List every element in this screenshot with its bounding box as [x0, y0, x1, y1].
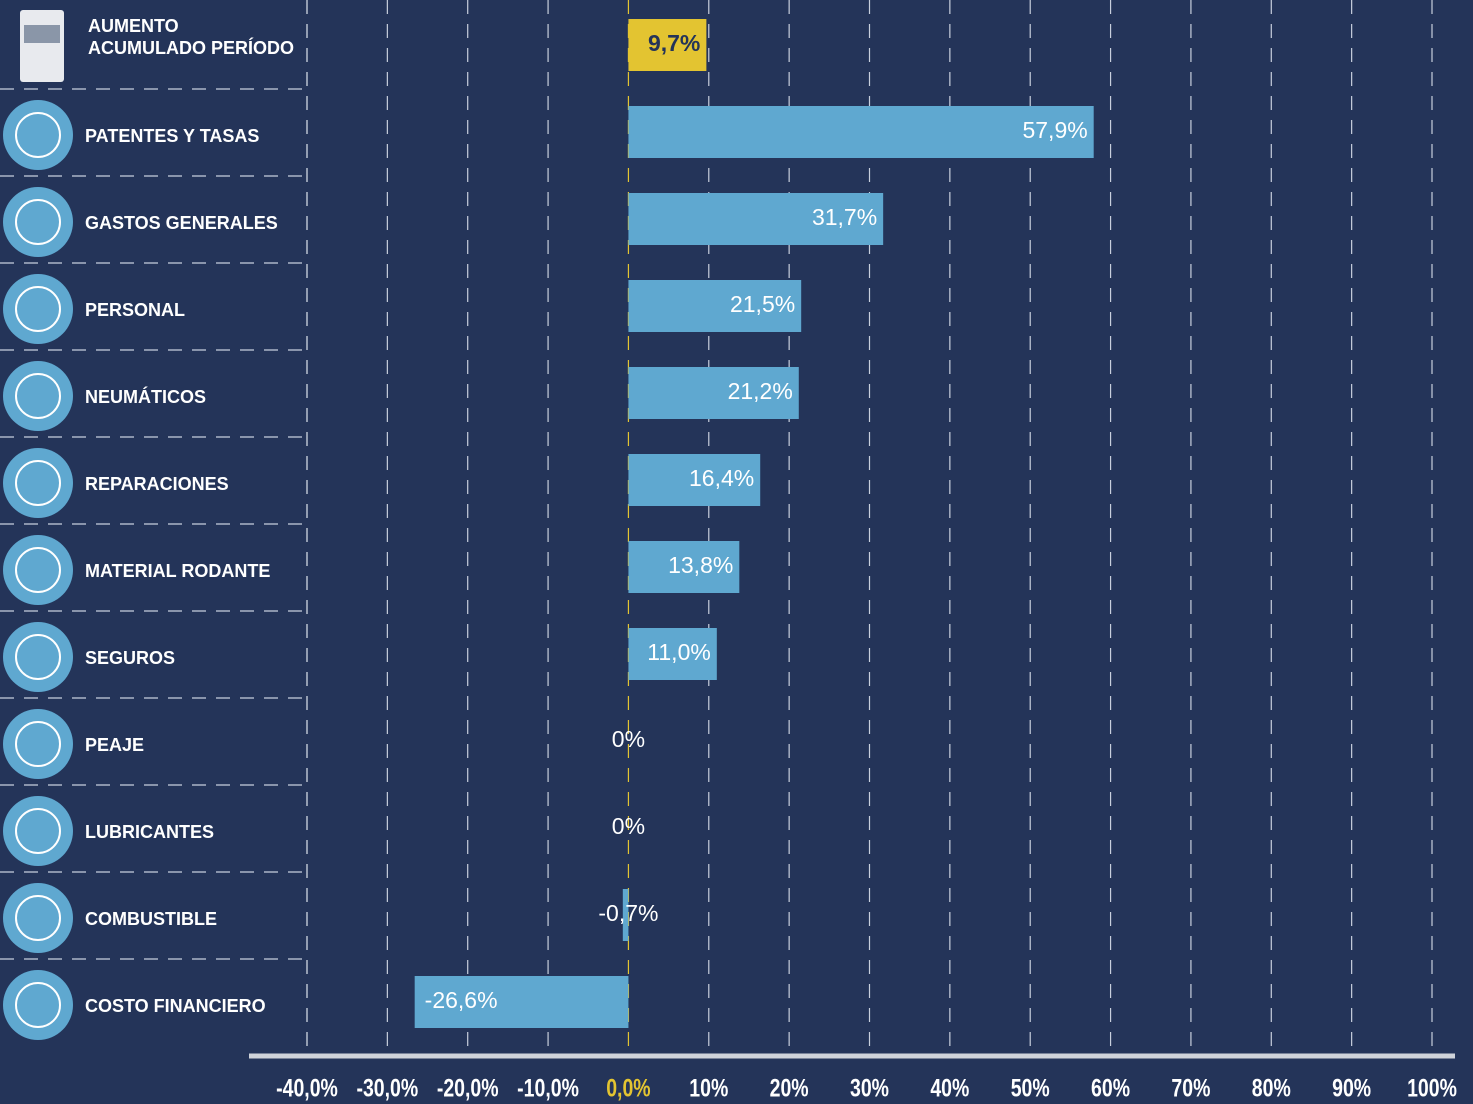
value-label: 21,2%	[728, 378, 793, 404]
category-icon	[3, 796, 73, 866]
category-label: COSTO FINANCIERO	[85, 996, 266, 1016]
icon-ring	[15, 286, 61, 332]
x-tick-label: 30%	[850, 1074, 889, 1102]
x-tick-label: 90%	[1332, 1074, 1371, 1102]
value-label: 0%	[612, 726, 645, 752]
category-label: PATENTES Y TASAS	[85, 126, 259, 146]
category-label: LUBRICANTES	[85, 822, 214, 842]
category-label: REPARACIONES	[85, 474, 229, 494]
category-icon	[3, 883, 73, 953]
x-tick-label: 10%	[689, 1074, 728, 1102]
category-label: MATERIAL RODANTE	[85, 561, 270, 581]
icon-ring	[15, 460, 61, 506]
bar	[628, 280, 802, 332]
bar	[628, 454, 761, 506]
category-label: AUMENTO ACUMULADO PERÍODO	[88, 16, 294, 58]
category-label: SEGUROS	[85, 648, 175, 668]
bar	[628, 367, 799, 419]
x-tick-label: 80%	[1252, 1074, 1291, 1102]
category-icon	[3, 187, 73, 257]
category-label: GASTOS GENERALES	[85, 213, 278, 233]
value-label: 11,0%	[647, 639, 711, 665]
bar	[622, 889, 629, 941]
value-label: -0,7%	[598, 900, 658, 926]
icon-ring	[15, 808, 61, 854]
category-icon	[3, 535, 73, 605]
icon-ring	[15, 199, 61, 245]
bar	[628, 106, 1094, 158]
x-tick-label: 60%	[1091, 1074, 1130, 1102]
icon-ring	[15, 982, 61, 1028]
category-icon	[3, 448, 73, 518]
category-icon	[3, 274, 73, 344]
icon-ring	[15, 112, 61, 158]
value-label: 16,4%	[689, 465, 754, 491]
icon-ring	[15, 373, 61, 419]
x-tick-label: -10,0%	[517, 1074, 579, 1102]
bar	[628, 19, 707, 71]
icon-ring	[15, 895, 61, 941]
category-icon	[3, 709, 73, 779]
value-label: 31,7%	[812, 204, 877, 230]
value-label: 9,7%	[648, 30, 700, 56]
category-label: NEUMÁTICOS	[85, 386, 206, 407]
value-label: 57,9%	[1022, 117, 1087, 143]
bar	[628, 541, 740, 593]
x-tick-label: -30,0%	[356, 1074, 418, 1102]
bar	[628, 193, 884, 245]
category-icon	[3, 622, 73, 692]
icon-ring	[15, 634, 61, 680]
x-tick-label: 40%	[930, 1074, 969, 1102]
value-label: 13,8%	[668, 552, 733, 578]
value-label: 21,5%	[730, 291, 795, 317]
x-tick-label: 20%	[770, 1074, 809, 1102]
x-tick-label: 50%	[1011, 1074, 1050, 1102]
value-label: 0%	[612, 813, 645, 839]
x-tick-label: -20,0%	[437, 1074, 499, 1102]
bar	[414, 976, 629, 1028]
x-tick-label: 0,0%	[606, 1074, 650, 1102]
icon-ring	[15, 721, 61, 767]
x-tick-label: 70%	[1171, 1074, 1210, 1102]
category-label: PEAJE	[85, 735, 144, 755]
truck-window	[24, 25, 60, 43]
x-tick-label: -40,0%	[276, 1074, 338, 1102]
category-icon	[3, 361, 73, 431]
category-icon	[3, 100, 73, 170]
bar	[628, 628, 717, 680]
value-label: -26,6%	[425, 987, 498, 1013]
category-label: PERSONAL	[85, 300, 185, 320]
x-tick-label: 100%	[1407, 1074, 1457, 1102]
category-label: COMBUSTIBLE	[85, 909, 217, 929]
icon-ring	[15, 547, 61, 593]
category-icon	[3, 970, 73, 1040]
truck-icon	[20, 10, 64, 82]
